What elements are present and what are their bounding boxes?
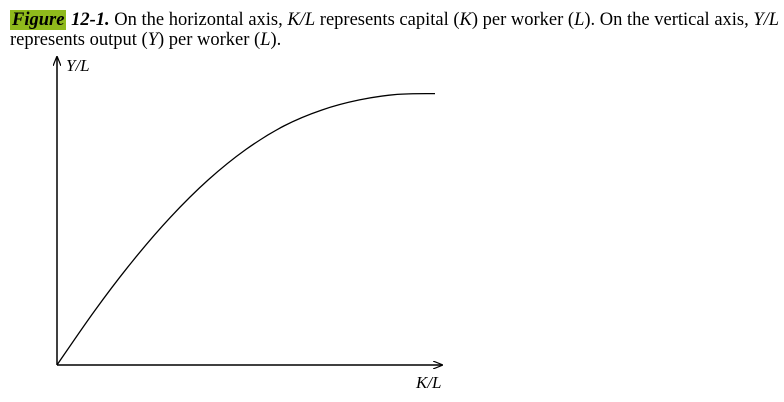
x-axis-label: K/L [415,373,442,392]
y-axis-label: Y/L [66,56,90,75]
output-per-worker-curve [57,94,435,365]
